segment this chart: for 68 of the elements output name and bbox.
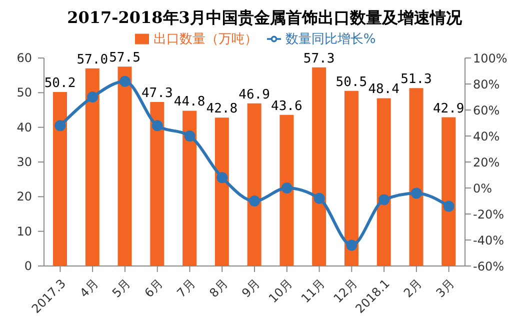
bar (409, 88, 424, 266)
y2-tick-label: 0% (473, 181, 492, 196)
y2-tick-label: 40% (473, 129, 500, 144)
point (119, 76, 130, 87)
data-label: 42.9 (432, 101, 464, 116)
point (410, 188, 422, 199)
y2-tick-label: 20% (473, 155, 500, 170)
point (87, 92, 98, 102)
bar (182, 110, 197, 266)
legend-label: 出口数量（万吨） (153, 32, 258, 47)
x-tick-label: 9月 (239, 276, 263, 300)
y-tick-label: 10 (16, 224, 32, 238)
point (346, 240, 358, 251)
point (54, 120, 66, 132)
x-tick-label: 7月 (174, 276, 198, 300)
y-tick-label: 0 (24, 259, 32, 273)
x-tick-label: 3月 (433, 276, 458, 300)
data-label: 47.3 (142, 86, 173, 102)
data-label: 43.6 (271, 98, 302, 114)
chart-title: 2017-2018年3月中国贵金属首饰出口数量及增速情况 (66, 8, 463, 29)
data-label: 42.8 (206, 102, 238, 117)
y2-tick-label: -40% (473, 233, 504, 248)
y-tick-label: 30 (16, 155, 32, 169)
bar (85, 68, 100, 266)
y-tick-label: 20 (16, 190, 32, 204)
data-label: 57.3 (303, 51, 335, 66)
bar (214, 118, 229, 266)
bar (344, 90, 358, 266)
bar (53, 92, 67, 266)
data-label: 51.3 (400, 72, 432, 88)
point (281, 182, 292, 194)
bar (442, 117, 456, 266)
x-tick-label: 10月 (266, 276, 296, 306)
bar (376, 98, 391, 266)
point (443, 200, 454, 212)
bar (118, 66, 132, 266)
point (216, 172, 228, 184)
bar (247, 103, 262, 266)
y2-tick-label: 80% (473, 77, 500, 92)
point (152, 120, 163, 132)
data-label: 46.9 (238, 87, 270, 102)
data-label: 57.5 (109, 50, 140, 66)
point (378, 194, 390, 206)
y-tick-label: 40 (16, 120, 32, 134)
x-tick-label: 4月 (77, 276, 101, 300)
data-label: 50.2 (44, 76, 76, 91)
bar (280, 114, 294, 266)
point (184, 130, 196, 142)
point (249, 196, 260, 206)
data-label: 57.0 (76, 52, 108, 68)
point (314, 192, 325, 204)
data-label: 44.8 (174, 94, 206, 110)
y2-tick-label: 100% (473, 51, 508, 66)
bar (312, 67, 326, 266)
y2-tick-label: 60% (473, 103, 500, 118)
y-tick-label: 60 (16, 51, 32, 65)
x-tick-label: 6月 (142, 276, 166, 300)
y-tick-label: 50 (16, 86, 32, 100)
y2-tick-label: -20% (473, 207, 504, 222)
legend-label: 数量同比增长% (285, 32, 376, 47)
x-tick-label: 2月 (400, 276, 425, 300)
bar (150, 102, 164, 266)
data-label: 48.4 (368, 82, 400, 98)
y2-tick-label: -60% (473, 259, 504, 274)
x-tick-label: 11月 (298, 276, 328, 306)
data-label: 50.5 (336, 74, 368, 90)
x-tick-label: 8月 (206, 276, 230, 300)
x-tick-label: 5月 (110, 276, 134, 300)
